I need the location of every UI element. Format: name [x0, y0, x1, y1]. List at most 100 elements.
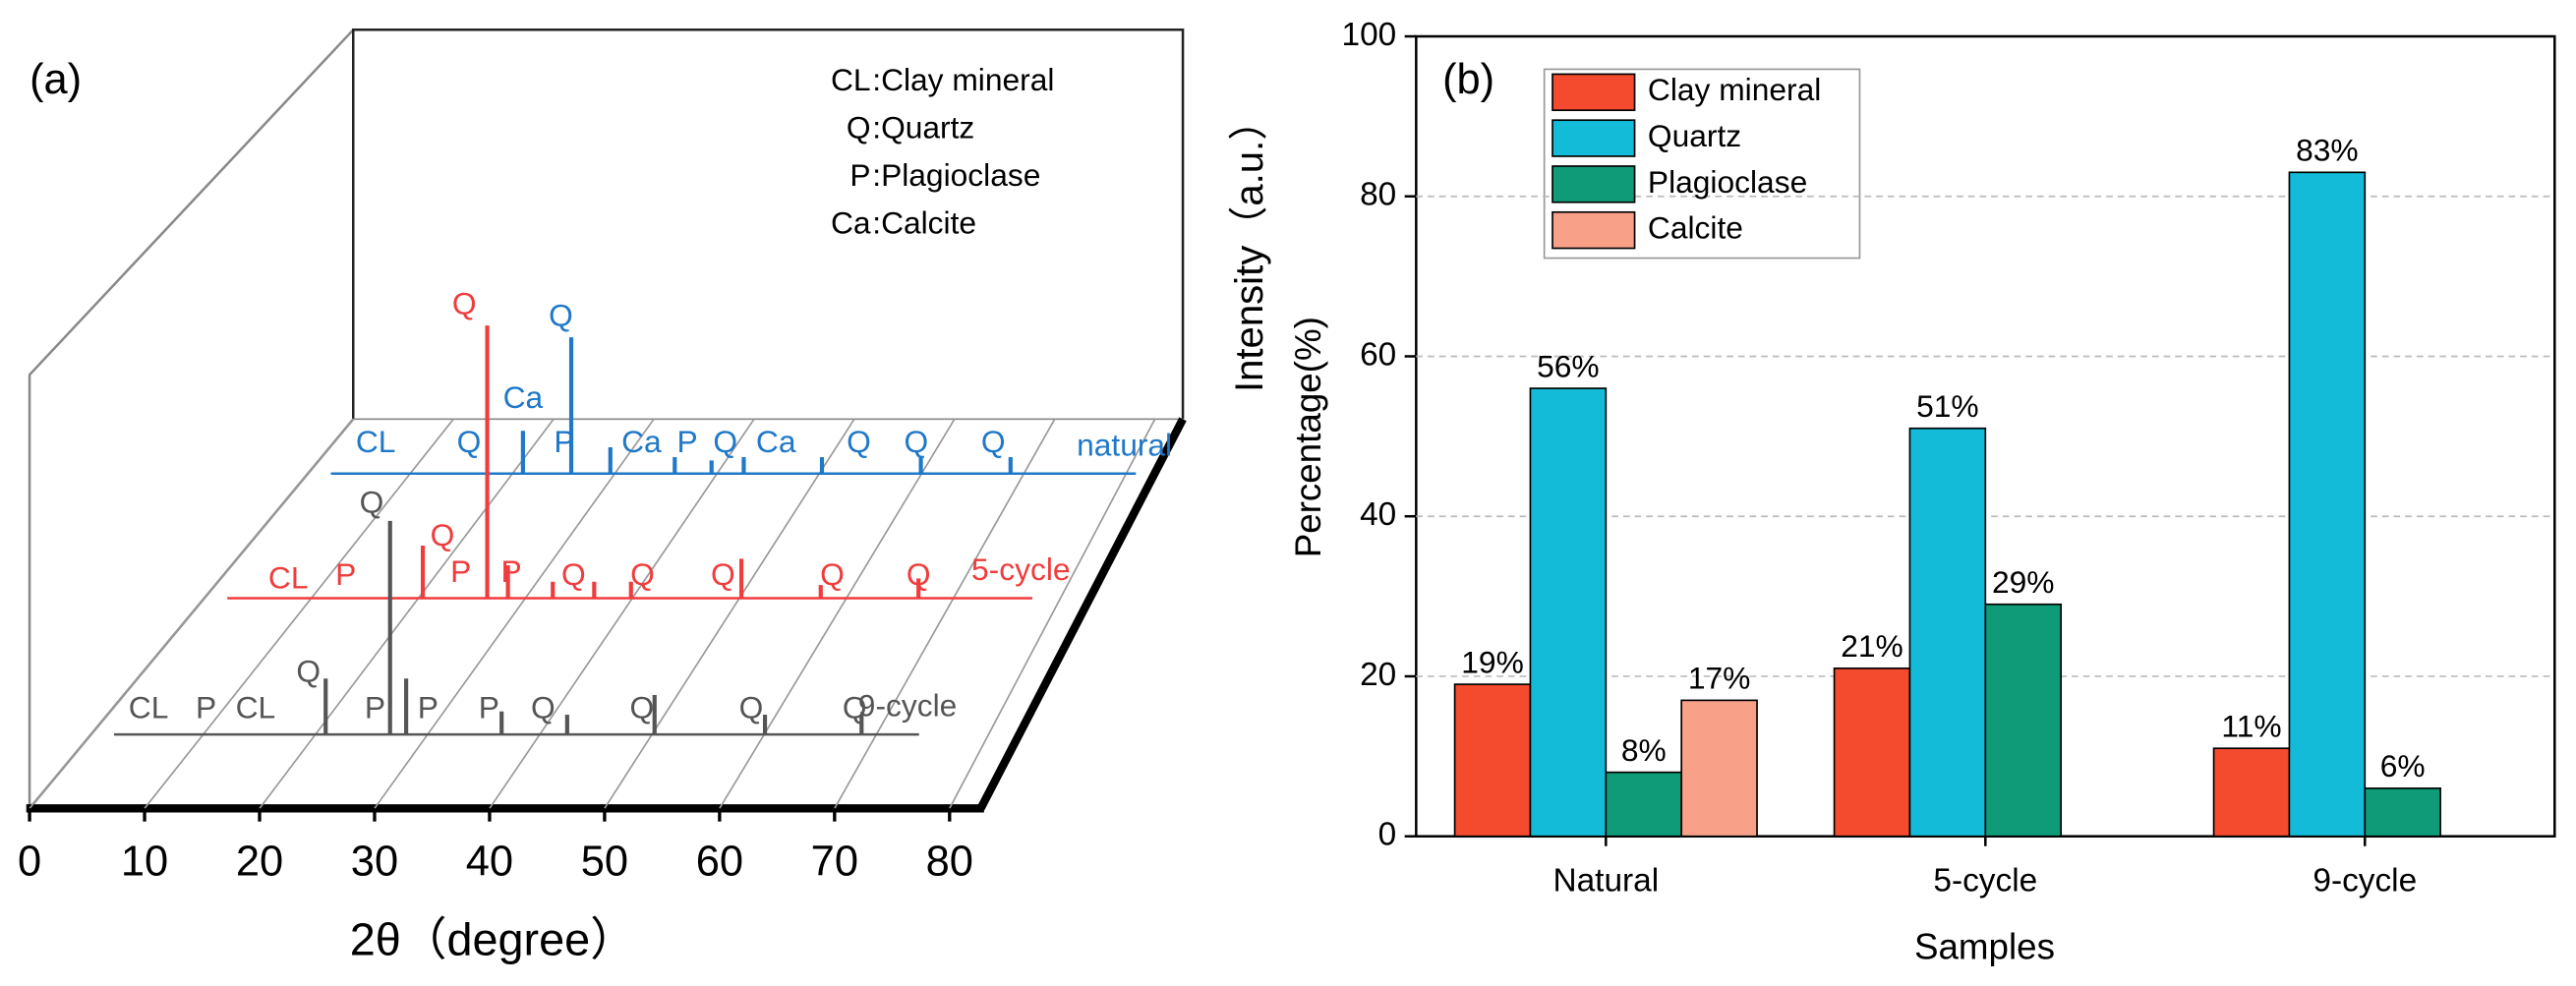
legend-text: :Quartz: [872, 110, 974, 145]
peak-label: Q: [452, 285, 477, 320]
bar: [1680, 699, 1758, 838]
peak-label: Q: [360, 485, 384, 520]
peak-label: Q: [431, 517, 455, 552]
peak-label: Q: [847, 424, 871, 459]
peak-label: Q: [981, 424, 1006, 459]
peak-label: Q: [561, 556, 586, 592]
legend-text: :Clay mineral: [872, 62, 1054, 97]
peak-label: Q: [905, 424, 929, 459]
bar: [2364, 787, 2441, 838]
panel-label: (b): [1442, 56, 1494, 103]
peak-label: Q: [531, 689, 556, 725]
value-label: 29%: [1992, 564, 2055, 600]
peak-label: CL: [236, 689, 276, 725]
y-tick-label: 20: [1360, 657, 1396, 693]
peak-label: P: [479, 689, 499, 725]
x-tick-label: 70: [811, 839, 858, 886]
peak-label: CL: [268, 559, 309, 595]
bar: [1984, 603, 2063, 838]
value-label: 19%: [1461, 644, 1524, 679]
y-tick-label: 0: [1378, 817, 1397, 853]
floor-grid-line: [374, 418, 655, 809]
legend-swatch: [1551, 165, 1636, 203]
peak-label: CL: [129, 689, 169, 725]
floor-grid-line: [949, 418, 1156, 809]
bar: [2288, 171, 2367, 838]
bar: [1833, 667, 1911, 838]
legend-swatch: [1551, 210, 1636, 250]
peak-label: Q: [549, 297, 573, 332]
floor-grid-line: [144, 418, 454, 809]
value-label: 6%: [2380, 748, 2426, 783]
legend-symbol: Ca: [831, 205, 871, 241]
x-tick-label: 5-cycle: [1933, 862, 2037, 899]
floor-grid-line: [259, 418, 555, 809]
legend-text: :Calcite: [872, 205, 976, 241]
peak-label: P: [365, 689, 385, 725]
peak-label: Q: [630, 689, 655, 725]
peak-label: Q: [820, 556, 845, 592]
panel-label: (a): [29, 56, 82, 103]
x-tick-label: 10: [121, 839, 168, 886]
peak-label: P: [196, 689, 216, 725]
value-label: 11%: [2221, 709, 2281, 744]
x-tick-label: 50: [581, 839, 628, 886]
x-tick-label: 9-cycle: [2313, 862, 2417, 899]
floor-grid-line: [719, 418, 956, 809]
legend-label: Calcite: [1648, 210, 1743, 246]
x-tick-label: 30: [351, 839, 398, 886]
peak-label: Q: [907, 556, 931, 592]
y-axis-label: Intensity（a.u.）: [1228, 101, 1271, 392]
y-tick-label: 100: [1342, 17, 1397, 53]
floor-grid-line: [489, 418, 755, 809]
value-label: 17%: [1688, 661, 1751, 696]
peak-label: Q: [739, 689, 764, 725]
peak-label: Q: [711, 556, 735, 592]
peak-label: P: [335, 556, 356, 592]
left-wall: [28, 29, 355, 809]
peak-label: Ca: [621, 424, 662, 459]
floor-right-edge: [976, 417, 1187, 811]
peak-label: Q: [630, 556, 655, 592]
legend-label: Clay mineral: [1648, 72, 1821, 107]
legend-symbol: P: [849, 157, 870, 193]
x-tick-label: 0: [18, 839, 41, 886]
peak-label: Ca: [756, 424, 796, 459]
value-label: 51%: [1916, 388, 1979, 424]
value-label: 56%: [1537, 348, 1600, 383]
peak-label: Q: [457, 424, 482, 459]
floor-grid-line: [604, 418, 855, 809]
y-tick-label: 80: [1360, 177, 1396, 213]
bar: [2212, 747, 2291, 838]
bar: [1908, 427, 1987, 838]
peak-label: Q: [843, 689, 867, 725]
peak-label: Q: [296, 654, 321, 689]
peak-label: Q: [713, 424, 737, 459]
series-label: 9-cycle: [858, 688, 958, 724]
value-label: 83%: [2296, 133, 2359, 168]
floor-grid-line: [834, 418, 1056, 809]
bar: [1529, 387, 1608, 838]
y-tick-label: 40: [1360, 496, 1396, 533]
floor-grid-line: [29, 418, 354, 809]
peak-label: P: [554, 424, 574, 459]
peak-label: P: [450, 553, 471, 589]
legend-label: Quartz: [1648, 118, 1741, 153]
peak-label: P: [501, 553, 522, 589]
value-label: 8%: [1621, 732, 1667, 768]
peak-label: CL: [356, 424, 396, 459]
y-tick-label: 60: [1360, 336, 1396, 373]
peak-label: Ca: [503, 379, 544, 415]
x-tick-label: 80: [926, 839, 973, 886]
series-label: 5-cycle: [971, 551, 1071, 587]
x-tick-label: 20: [236, 839, 283, 886]
legend-swatch: [1551, 119, 1636, 157]
peak-label: P: [677, 424, 698, 459]
x-axis-label: Samples: [1914, 927, 2055, 967]
peak-label: P: [418, 689, 439, 725]
x-axis-label: 2θ（degree）: [350, 914, 636, 965]
legend-swatch: [1551, 73, 1636, 112]
bar: [1453, 683, 1532, 838]
legend-symbol: CL: [831, 62, 871, 97]
